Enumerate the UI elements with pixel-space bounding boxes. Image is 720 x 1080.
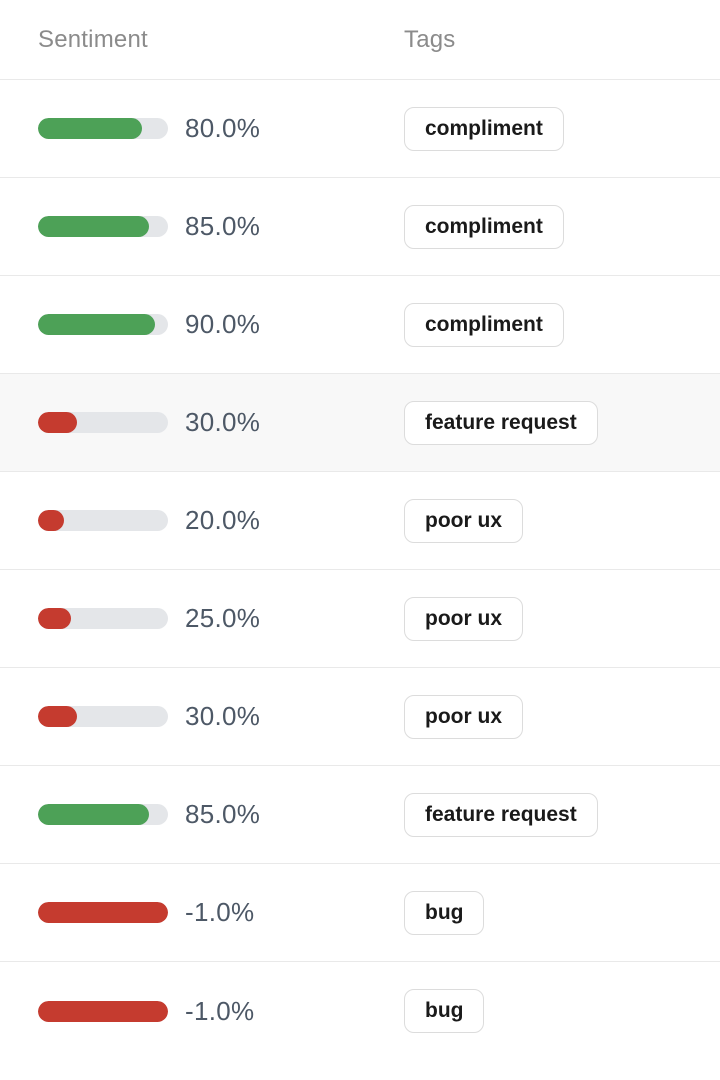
- table-row[interactable]: 90.0% compliment: [0, 276, 720, 374]
- sentiment-progress-bar: [38, 510, 168, 531]
- tag-pill[interactable]: feature request: [404, 792, 598, 837]
- sentiment-progress-bar: [38, 314, 168, 335]
- sentiment-value: 20.0%: [185, 505, 261, 535]
- tag-pill[interactable]: compliment: [404, 302, 564, 347]
- tag-pill[interactable]: compliment: [404, 106, 564, 151]
- tags-column-label: Tags: [404, 25, 456, 53]
- table-row[interactable]: -1.0% bug: [0, 962, 720, 1060]
- sentiment-column-label: Sentiment: [38, 25, 148, 53]
- tags-cell: poor ux: [404, 694, 720, 739]
- sentiment-progress-fill: [38, 608, 71, 629]
- tag-pill[interactable]: bug: [404, 989, 485, 1033]
- sentiment-cell: -1.0%: [0, 897, 404, 928]
- sentiment-progress-bar: [38, 706, 168, 727]
- sentiment-progress-fill: [38, 706, 77, 727]
- sentiment-progress-fill: [38, 1000, 168, 1022]
- sentiment-progress-fill: [38, 902, 168, 923]
- column-header-tags: Tags: [404, 26, 720, 54]
- table-row[interactable]: 30.0% feature request: [0, 374, 720, 472]
- sentiment-value: 80.0%: [185, 113, 261, 143]
- table-body: 80.0% compliment 85.0% compliment 90.0% …: [0, 80, 720, 1060]
- tags-cell: feature request: [404, 792, 720, 837]
- sentiment-cell: 30.0%: [0, 701, 404, 732]
- sentiment-cell: 25.0%: [0, 603, 404, 634]
- sentiment-cell: 85.0%: [0, 211, 404, 242]
- tag-pill[interactable]: poor ux: [404, 596, 523, 641]
- table-row[interactable]: 85.0% feature request: [0, 766, 720, 864]
- sentiment-progress-bar: [38, 804, 168, 825]
- tags-cell: bug: [404, 989, 720, 1033]
- sentiment-progress-fill: [38, 804, 149, 825]
- sentiment-progress-bar: [38, 902, 168, 923]
- sentiment-progress-bar: [38, 118, 168, 139]
- sentiment-cell: 90.0%: [0, 309, 404, 340]
- tag-pill[interactable]: compliment: [404, 204, 564, 249]
- sentiment-progress-fill: [38, 314, 155, 335]
- sentiment-progress-fill: [38, 118, 142, 139]
- sentiment-value: 85.0%: [185, 799, 261, 829]
- tags-cell: compliment: [404, 302, 720, 347]
- tags-cell: poor ux: [404, 498, 720, 543]
- sentiment-progress-bar: [38, 412, 168, 433]
- tags-cell: compliment: [404, 106, 720, 151]
- sentiment-value: -1.0%: [185, 897, 255, 927]
- sentiment-value: 90.0%: [185, 309, 261, 339]
- sentiment-value: -1.0%: [185, 995, 255, 1026]
- sentiment-progress-bar: [38, 216, 168, 237]
- sentiment-progress-bar: [38, 1000, 168, 1022]
- sentiment-value: 30.0%: [185, 701, 261, 731]
- sentiment-progress-fill: [38, 510, 64, 531]
- sentiment-value: 85.0%: [185, 211, 261, 241]
- table-row[interactable]: 25.0% poor ux: [0, 570, 720, 668]
- table-row[interactable]: 30.0% poor ux: [0, 668, 720, 766]
- table-row[interactable]: 85.0% compliment: [0, 178, 720, 276]
- table-row[interactable]: 20.0% poor ux: [0, 472, 720, 570]
- table-row[interactable]: 80.0% compliment: [0, 80, 720, 178]
- sentiment-progress-fill: [38, 216, 149, 237]
- sentiment-cell: -1.0%: [0, 996, 404, 1027]
- sentiment-cell: 85.0%: [0, 799, 404, 830]
- sentiment-cell: 30.0%: [0, 407, 404, 438]
- sentiment-cell: 20.0%: [0, 505, 404, 536]
- tags-cell: feature request: [404, 400, 720, 445]
- sentiment-progress-bar: [38, 608, 168, 629]
- tag-pill[interactable]: feature request: [404, 400, 598, 445]
- table-row[interactable]: -1.0% bug: [0, 864, 720, 962]
- sentiment-progress-fill: [38, 412, 77, 433]
- tags-cell: compliment: [404, 204, 720, 249]
- tags-cell: bug: [404, 890, 720, 935]
- tag-pill[interactable]: poor ux: [404, 694, 523, 739]
- table-header-row: Sentiment Tags: [0, 0, 720, 80]
- sentiment-cell: 80.0%: [0, 113, 404, 144]
- tag-pill[interactable]: poor ux: [404, 498, 523, 543]
- column-header-sentiment: Sentiment: [0, 26, 404, 54]
- tag-pill[interactable]: bug: [404, 890, 485, 935]
- sentiment-value: 25.0%: [185, 603, 261, 633]
- tags-cell: poor ux: [404, 596, 720, 641]
- sentiment-value: 30.0%: [185, 407, 261, 437]
